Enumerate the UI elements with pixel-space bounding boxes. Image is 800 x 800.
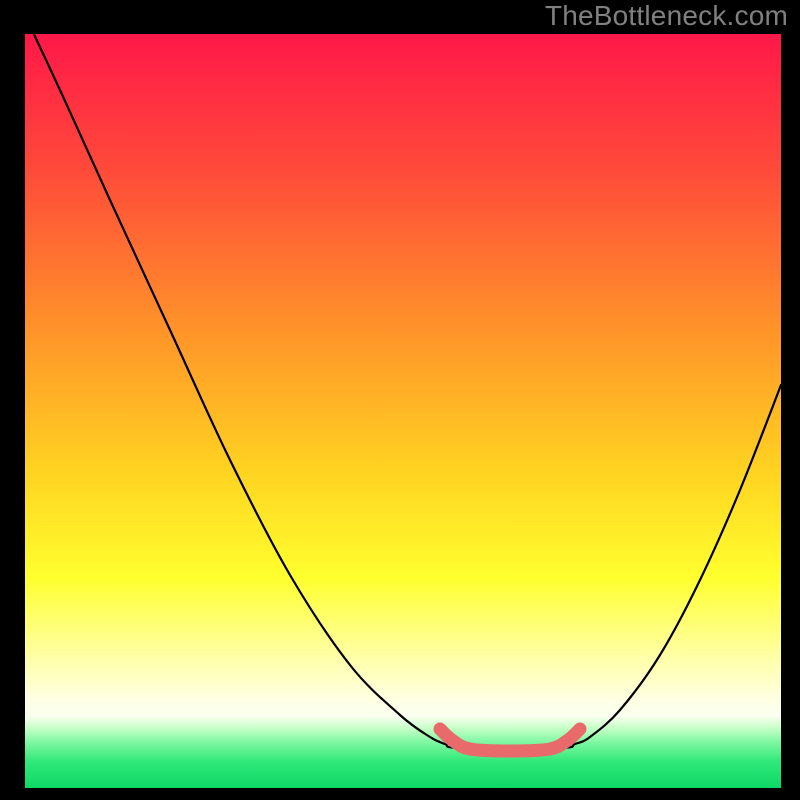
bottleneck-curve-chart [0, 0, 800, 800]
chart-stage: TheBottleneck.com [0, 0, 800, 800]
watermark-text: TheBottleneck.com [545, 0, 788, 32]
gradient-plot-area [25, 34, 781, 788]
